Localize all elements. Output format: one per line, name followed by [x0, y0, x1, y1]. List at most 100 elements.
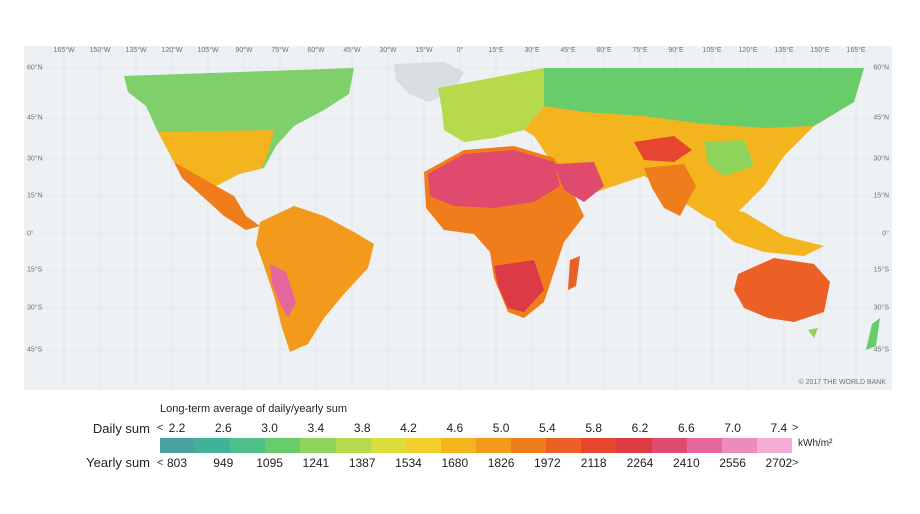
madagascar: [568, 256, 580, 290]
latitude-label-right: 15°N: [873, 192, 889, 200]
india: [644, 164, 696, 216]
yearly-sum-label: Yearly sum: [86, 455, 150, 470]
longitude-label: 135°W: [125, 47, 147, 54]
latitude-label-left: 30°S: [27, 304, 43, 312]
daily-sum-label: Daily sum: [92, 421, 150, 436]
tasmania: [808, 328, 818, 338]
color-swatch: [546, 438, 582, 453]
color-swatch: [335, 438, 371, 453]
daily-greater-symbol: >: [792, 422, 799, 434]
color-swatch: [686, 438, 722, 453]
solar-irradiance-map: 165°W 150°W 135°W 120°W 105°W 90°W 75°W 60°W 45°…: [24, 46, 892, 390]
arabia: [554, 162, 604, 202]
world-map: [24, 46, 892, 390]
longitude-label: 120°W: [161, 47, 183, 54]
longitude-label: 165°E: [846, 47, 866, 54]
yearly-sum-tick: 949: [213, 456, 234, 470]
yearly-sum-tick: 2264: [626, 456, 654, 470]
sahara: [428, 150, 560, 208]
longitude-label: 60°W: [307, 47, 325, 54]
australia: [734, 258, 830, 322]
color-swatch: [405, 438, 441, 453]
tibet: [634, 136, 692, 162]
new-zealand: [866, 318, 880, 350]
daily-sum-tick: 2.2: [168, 421, 186, 435]
color-swatch: [300, 438, 336, 453]
daily-sum-ticks: 2.2 2.6 3.0 3.4 3.8 4.2 4.6 5.0 5.4 5.8 6.2 6.6 7.0 7…: [160, 421, 800, 437]
yearly-sum-ticks: 803 949 1095 1241 1387 1534 1680 1826 1972 2118 22…: [160, 456, 800, 472]
longitude-label: 150°E: [810, 47, 830, 54]
andes: [270, 264, 296, 318]
yearly-sum-tick: 1387: [348, 456, 376, 470]
daily-sum-tick: 5.0: [492, 421, 510, 435]
yearly-sum-tick: 1534: [395, 456, 422, 470]
yearly-sum-tick: 2118: [580, 456, 607, 470]
daily-sum-tick: 3.4: [307, 421, 325, 435]
longitude-label: 150°W: [89, 47, 111, 54]
latitude-label-right: 45°N: [873, 114, 889, 122]
color-swatch: [265, 438, 301, 453]
daily-sum-tick: 4.2: [400, 421, 417, 435]
longitude-label: 135°E: [774, 47, 794, 54]
latitude-label-right: 30°N: [873, 155, 889, 163]
longitude-label: 15°E: [488, 47, 504, 54]
yearly-less-symbol: <: [157, 457, 164, 469]
legend-title: Long-term average of daily/yearly sum: [160, 403, 348, 415]
longitude-label: 45°W: [343, 47, 361, 54]
longitude-label: 90°E: [668, 47, 684, 54]
daily-less-symbol: <: [157, 422, 164, 434]
latitude-label-left: 30°N: [27, 155, 43, 163]
longitude-label: 0°: [456, 47, 464, 54]
siberia: [544, 68, 864, 128]
southern-africa: [494, 260, 544, 312]
latitude-label-left: 45°S: [27, 346, 43, 354]
color-swatch: [230, 438, 266, 453]
latitude-label-right: 15°S: [873, 266, 889, 274]
longitude-label: 45°E: [560, 47, 576, 54]
daily-sum-tick: 4.6: [446, 421, 464, 435]
copyright-text: © 2017 THE WORLD BANK: [798, 379, 887, 386]
latitude-label-right: 45°S: [873, 346, 889, 354]
central-america: [174, 162, 260, 230]
yearly-sum-tick: 1680: [441, 456, 469, 470]
yearly-sum-tick: 2556: [719, 456, 746, 470]
color-scale-bar: [160, 438, 792, 453]
longitude-label: 75°W: [271, 47, 289, 54]
yearly-sum-tick: 2410: [672, 456, 700, 470]
longitude-label: 75°E: [632, 47, 648, 54]
usa: [158, 130, 274, 186]
longitude-label: 15°W: [415, 47, 433, 54]
unit-label: kWh/m²: [798, 438, 833, 449]
daily-sum-tick: 3.8: [353, 421, 371, 435]
daily-sum-tick: 7.4: [770, 421, 788, 435]
daily-sum-tick: 5.8: [585, 421, 603, 435]
latitude-label-left: 60°N: [27, 64, 43, 72]
color-swatch: [721, 438, 757, 453]
yearly-greater-symbol: >: [792, 457, 799, 469]
south-america: [256, 206, 374, 352]
color-swatch: [616, 438, 652, 453]
color-swatch: [440, 438, 476, 453]
latitude-label-left: 15°S: [27, 266, 43, 274]
daily-sum-tick: 5.4: [539, 421, 556, 435]
color-swatch: [756, 438, 792, 453]
color-swatch: [160, 438, 196, 453]
latitude-label-right: 0°: [882, 230, 889, 238]
color-swatch: [651, 438, 687, 453]
longitude-label: 90°W: [235, 47, 253, 54]
latitude-label-left: 15°N: [27, 192, 43, 200]
daily-sum-tick: 6.6: [677, 421, 695, 435]
yearly-sum-tick: 1826: [487, 456, 515, 470]
china-east: [704, 140, 754, 176]
color-swatch: [195, 438, 231, 453]
europe: [438, 68, 544, 142]
yearly-sum-tick: 1095: [256, 456, 283, 470]
longitude-label: 30°W: [379, 47, 397, 54]
latitude-label-left: 45°N: [27, 114, 43, 122]
longitude-label: 165°W: [53, 47, 75, 54]
yearly-sum-tick: 803: [166, 456, 188, 470]
yearly-sum-tick: 1972: [534, 456, 561, 470]
color-swatch: [511, 438, 547, 453]
color-swatch: [370, 438, 406, 453]
latitude-label-left: 0°: [27, 230, 34, 238]
